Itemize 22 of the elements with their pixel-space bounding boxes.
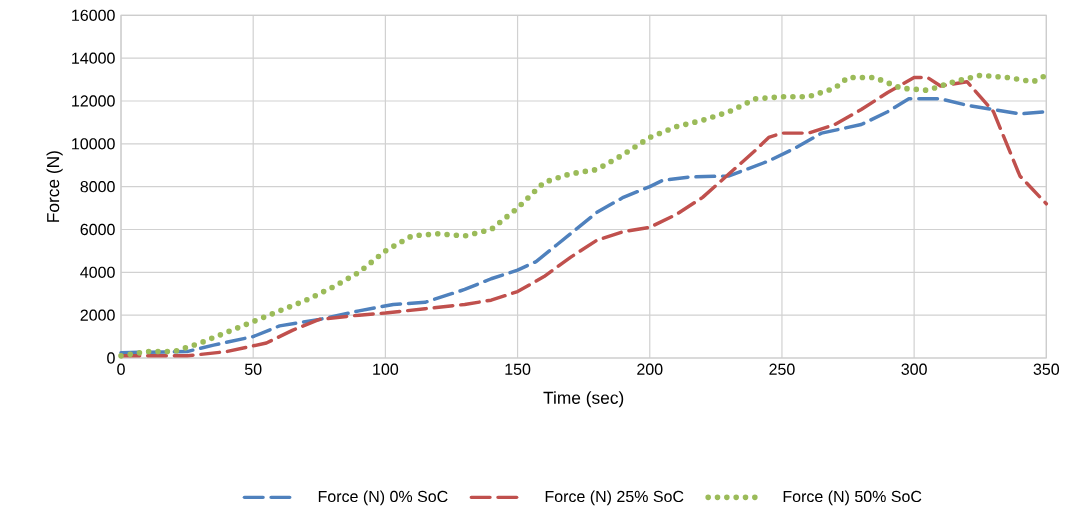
y-tick-label: 16000 <box>72 9 115 21</box>
x-tick-label: 300 <box>901 363 927 375</box>
x-tick-label: 100 <box>373 363 399 375</box>
legend-label: Force (N) 25% SoC <box>545 490 684 506</box>
x-tick-label: 200 <box>637 363 663 375</box>
x-tick-label: 250 <box>769 363 795 375</box>
x-axis-title: Time (sec) <box>543 391 624 408</box>
x-tick-label: 350 <box>1033 363 1060 375</box>
legend-label: Force (N) 0% SoC <box>318 490 448 506</box>
x-tick-label: 0 <box>117 363 125 375</box>
y-tick-label: 14000 <box>72 52 115 64</box>
y-tick-label: 4000 <box>80 266 115 278</box>
y-tick-label: 12000 <box>72 95 115 107</box>
x-tick-label: 50 <box>244 363 262 375</box>
y-tick-label: 10000 <box>72 138 115 150</box>
y-tick-label: 0 <box>107 352 115 364</box>
y-axis-title: Force (N) <box>46 151 63 222</box>
y-tick-label: 6000 <box>80 223 115 236</box>
y-tick-label: 8000 <box>80 181 115 193</box>
x-tick-label: 150 <box>505 363 531 375</box>
legend-label: Force (N) 50% SoC <box>783 490 922 506</box>
y-tick-label: 2000 <box>80 309 115 321</box>
